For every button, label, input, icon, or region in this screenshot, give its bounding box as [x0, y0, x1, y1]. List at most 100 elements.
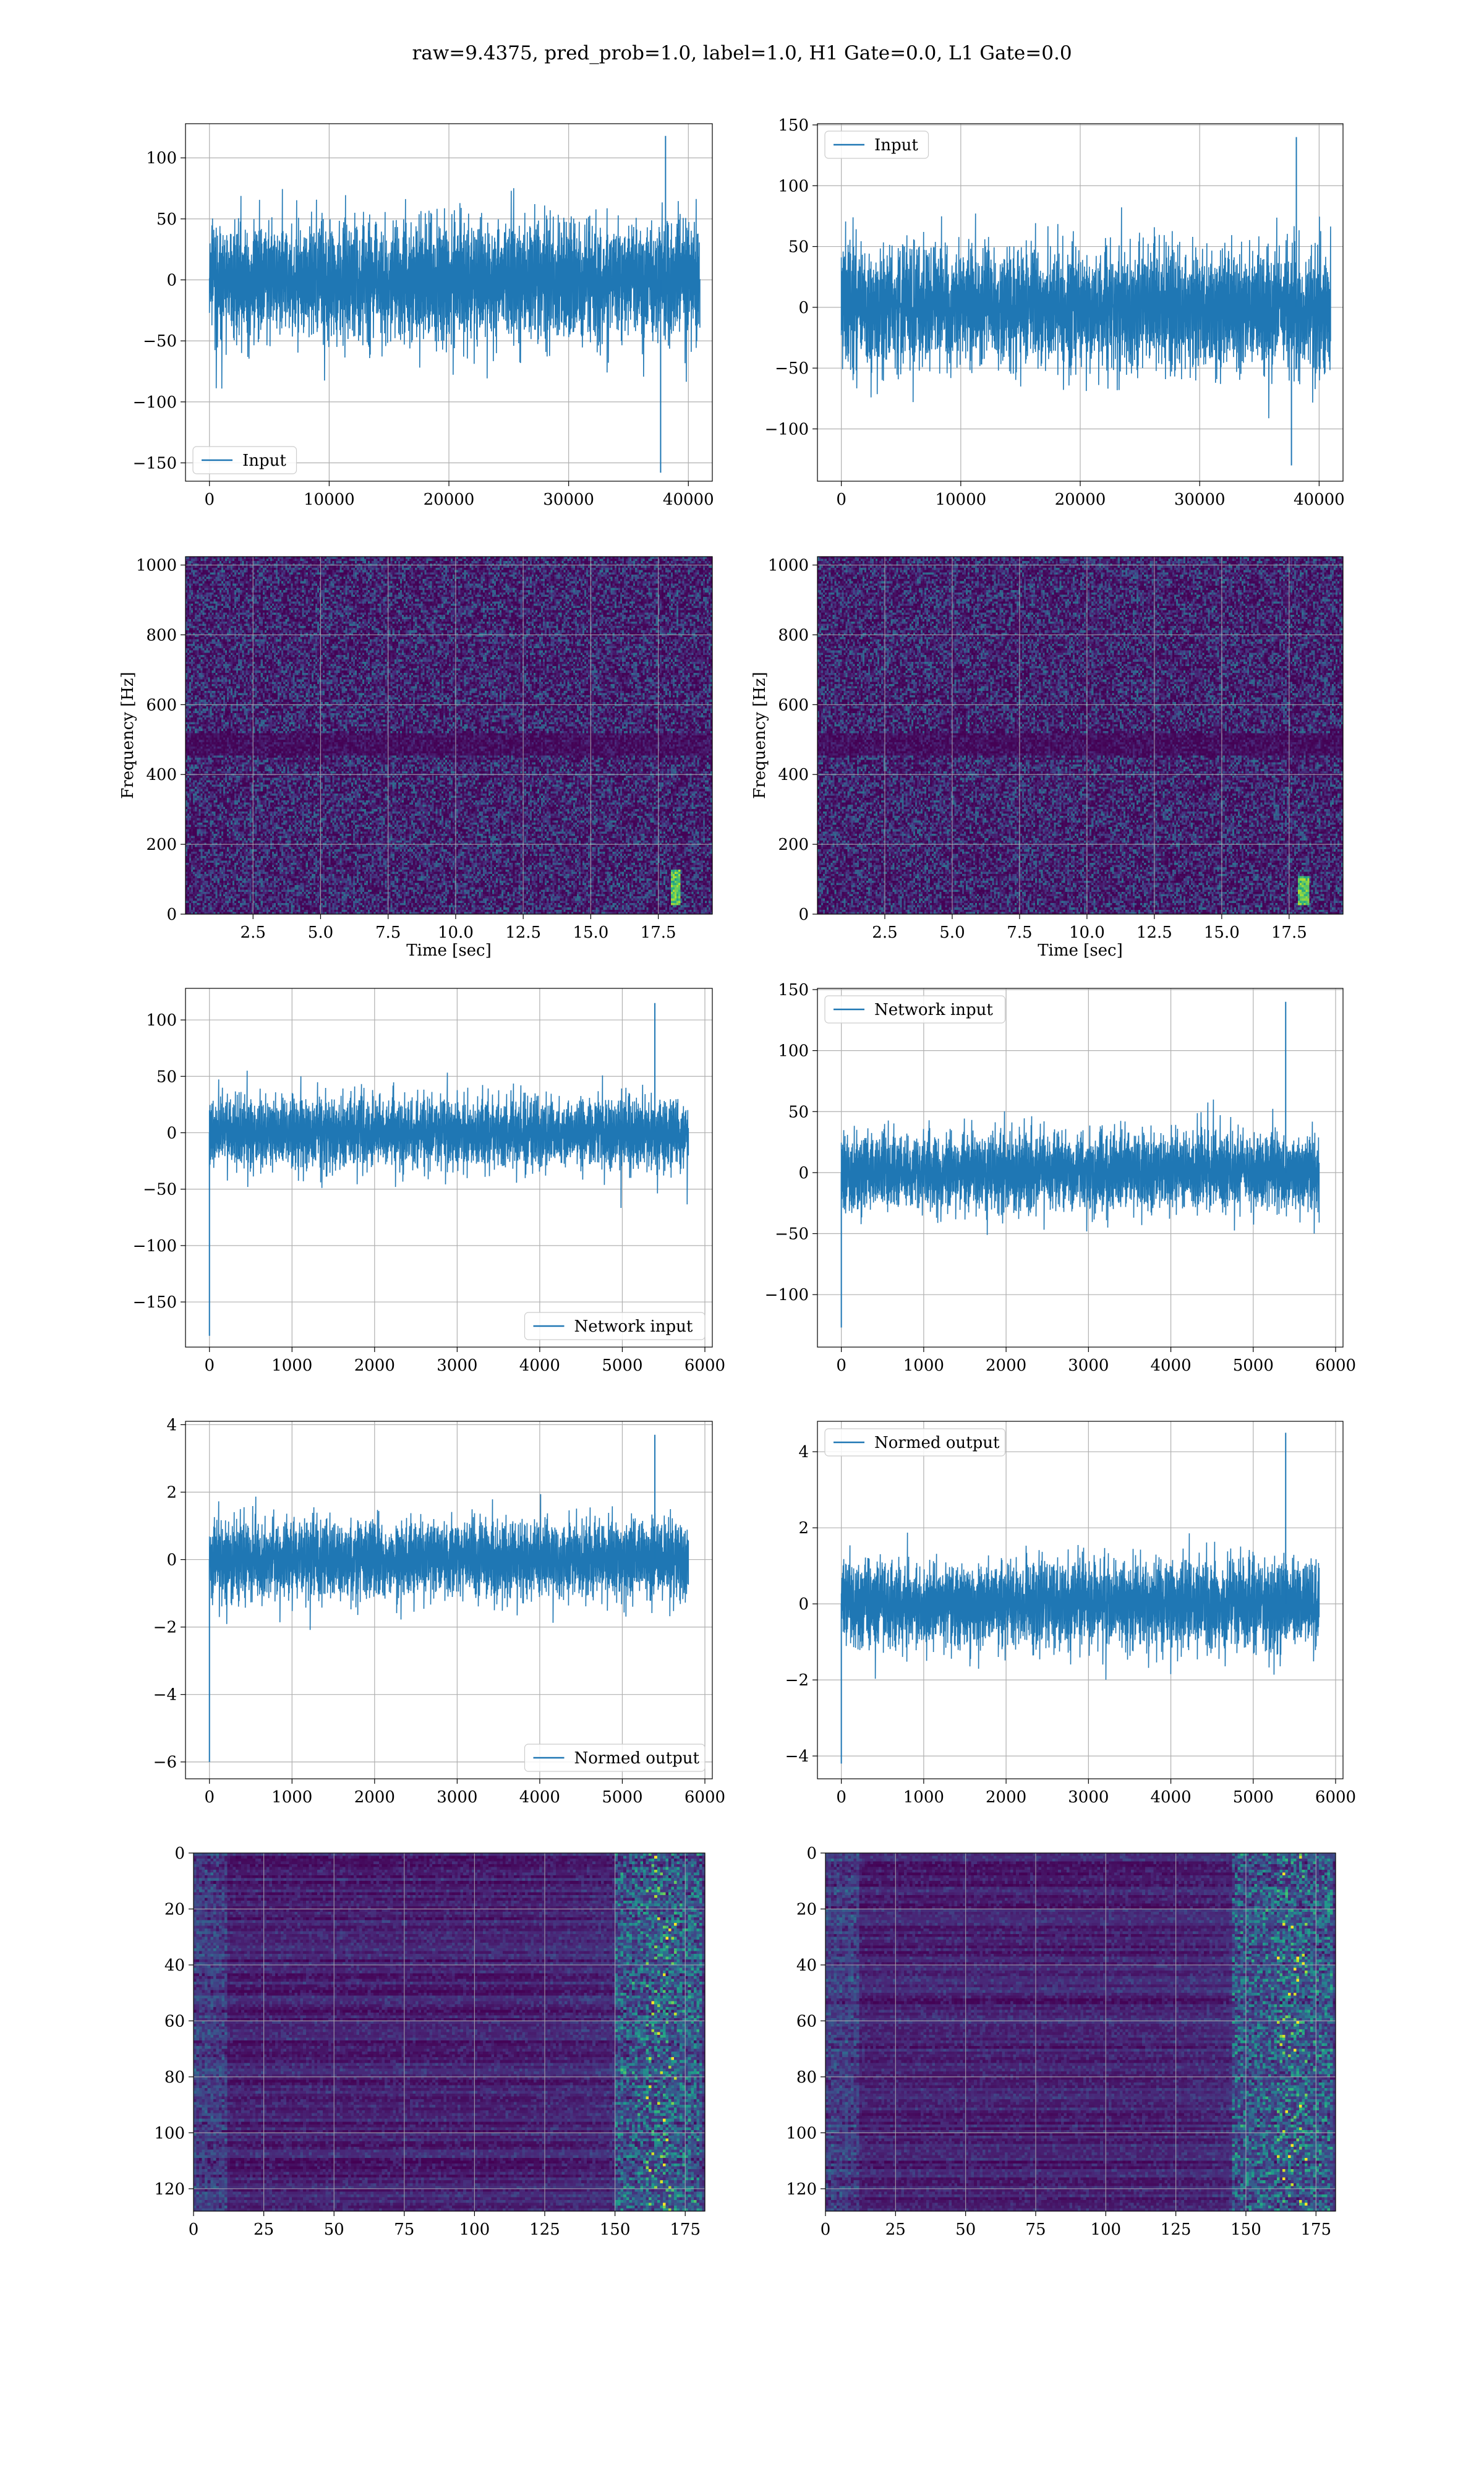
l1-normed-output-xtick-label-4: 4000 [1150, 1788, 1191, 1807]
l1-feature-map-xtick-label-5: 125 [1161, 2220, 1192, 2239]
h1-network-input-ytick-label-3: 0 [166, 1124, 177, 1142]
l1-input-ytick-label-1: −50 [775, 359, 809, 378]
l1-normed-output-ytick-label-0: −4 [785, 1747, 809, 1766]
h1-network-input-ytick-label-2: −50 [143, 1181, 177, 1199]
h1-normed-output-xtick-label-4: 4000 [519, 1788, 560, 1807]
l1-feature-map-ytick-label-3: 60 [796, 2012, 817, 2031]
h1-normed-output-plot: 0 1000 2000 3000 4000 5000 6000 −6 −4 −2 0 2 4 Normed… [153, 1416, 725, 1807]
l1-network-input-legend: Network input [824, 995, 1006, 1024]
h1-feature-map-xtick-label-1: 25 [254, 2220, 274, 2239]
l1-normed-output-ytick-label-3: 2 [798, 1519, 809, 1538]
l1-normed-output-legend-box [824, 1428, 1006, 1457]
h1-spectrogram-ytick-label-3: 600 [146, 696, 177, 714]
h1-normed-output-xtick-label-6: 6000 [684, 1788, 725, 1807]
l1-input-ytick-label-5: 150 [778, 116, 809, 135]
h1-spectrogram-xlabel: Time [sec] [406, 941, 492, 960]
h1-spectrogram-xtick-label-1: 5.0 [308, 923, 333, 942]
l1-network-input-xtick-label-1: 1000 [903, 1356, 944, 1375]
h1-feature-map-ytick-label-1: 20 [164, 1900, 185, 1919]
h1-feature-map-xtick-label-5: 125 [529, 2220, 560, 2239]
h1-feature-map-xtick-label-7: 175 [670, 2220, 701, 2239]
h1-network-input-ytick-label-0: −150 [133, 1293, 177, 1312]
l1-normed-output-series-line [840, 1532, 1320, 1680]
l1-network-input-legend-label: Network input [874, 1001, 993, 1019]
l1-normed-output-xtick-label-3: 3000 [1068, 1788, 1109, 1807]
l1-input-frame [817, 123, 1344, 482]
l1-network-input-xtick-label-5: 5000 [1233, 1356, 1274, 1375]
l1-normed-output-xtick-label-1: 1000 [903, 1788, 944, 1807]
l1-feature-map-ytick-label-6: 120 [786, 2180, 817, 2199]
l1-network-input-xtick-label-4: 4000 [1150, 1356, 1191, 1375]
h1-input-ytick-label-3: 0 [166, 272, 177, 290]
l1-feature-map-xtick-label-1: 25 [885, 2220, 906, 2239]
l1-spectrogram-ytick-label-3: 600 [778, 696, 809, 714]
h1-feature-map-xtick-label-4: 100 [459, 2220, 490, 2239]
h1-spectrogram-xtick-label-4: 12.5 [505, 923, 541, 942]
h1-spectrogram-xtick-label-3: 10.0 [438, 923, 474, 942]
l1-input-xtick-label-0: 0 [836, 490, 846, 509]
l1-network-input-ytick-label-3: 50 [788, 1103, 809, 1121]
h1-input-xtick-label-3: 30000 [543, 490, 594, 509]
l1-spectrogram-ytick-label-4: 800 [778, 626, 809, 644]
h1-feature-map-ytick-label-5: 100 [154, 2124, 185, 2142]
l1-feature-map-frame [825, 1852, 1336, 2212]
l1-network-input-frame [817, 988, 1344, 1348]
h1-feature-map-xtick-label-6: 150 [600, 2220, 631, 2239]
h1-normed-output-legend-box [524, 1744, 706, 1772]
l1-input-xtick-label-4: 40000 [1294, 490, 1345, 509]
h1-spectrogram-xtick-label-2: 7.5 [375, 923, 401, 942]
h1-normed-output-ytick-label-5: 4 [166, 1416, 177, 1434]
l1-feature-map-xtick-label-4: 100 [1090, 2220, 1121, 2239]
l1-network-input-xtick-label-0: 0 [836, 1356, 846, 1375]
h1-normed-output-xtick-label-5: 5000 [602, 1788, 642, 1807]
h1-input-ytick-label-1: −100 [133, 393, 177, 412]
h1-spectrogram-ylabel: Frequency [Hz] [119, 672, 137, 799]
l1-spectrogram-plot: 2.5 5.0 7.5 10.0 12.5 15.0 17.5 0 200 400 600 800 10… [751, 556, 1344, 960]
l1-input-ytick-label-2: 0 [798, 299, 809, 317]
l1-input-plot: 0 10000 20000 30000 40000 −100 −50 0 50 100 150 Inp… [765, 116, 1345, 509]
h1-network-input-xtick-label-5: 5000 [602, 1356, 642, 1375]
l1-spectrogram-xlabel: Time [sec] [1038, 941, 1123, 960]
h1-network-input-legend-box [524, 1312, 706, 1340]
l1-input-ytick-label-4: 100 [778, 177, 809, 195]
l1-input-series-line [840, 207, 1331, 419]
h1-input-xtick-label-1: 10000 [304, 490, 355, 509]
h1-input-legend-box [192, 446, 297, 474]
l1-spectrogram-xtick-label-2: 7.5 [1007, 923, 1032, 942]
l1-network-input-ytick-label-5: 150 [778, 981, 809, 999]
l1-spectrogram-ytick-label-5: 1000 [768, 557, 809, 575]
l1-network-input-plot: 0 1000 2000 3000 4000 5000 6000 −100 −50 0 50 100 15… [765, 981, 1357, 1375]
l1-feature-map-ytick-label-5: 100 [786, 2124, 817, 2142]
l1-spectrogram-frame [817, 556, 1344, 915]
h1-input-ytick-label-5: 100 [146, 149, 177, 168]
l1-feature-map-ytick-label-4: 80 [796, 2068, 817, 2087]
l1-input-xtick-label-1: 10000 [935, 490, 986, 509]
l1-network-input-legend-box [824, 995, 1006, 1024]
h1-spectrogram-xtick-label-6: 17.5 [641, 923, 676, 942]
l1-normed-output-xtick-label-0: 0 [836, 1788, 846, 1807]
h1-network-input-legend: Network input [524, 1312, 706, 1340]
l1-feature-map-ytick-label-1: 20 [796, 1900, 817, 1919]
h1-network-input-xtick-label-3: 3000 [437, 1356, 477, 1375]
h1-spectrogram-ytick-label-0: 0 [166, 905, 177, 924]
h1-normed-output-ytick-label-1: −4 [153, 1686, 177, 1705]
l1-network-input-xtick-label-2: 2000 [986, 1356, 1026, 1375]
l1-normed-output-xtick-label-5: 5000 [1233, 1788, 1274, 1807]
h1-feature-map-xtick-label-0: 0 [189, 2220, 199, 2239]
l1-feature-map-xtick-label-3: 75 [1025, 2220, 1046, 2239]
l1-spectrogram-xtick-label-6: 17.5 [1271, 923, 1307, 942]
h1-feature-map-xtick-label-2: 50 [324, 2220, 344, 2239]
l1-spectrogram-xtick-label-5: 15.0 [1204, 923, 1240, 942]
h1-network-input-series-line [208, 1071, 689, 1209]
h1-spectrogram-xtick-label-0: 2.5 [241, 923, 266, 942]
h1-normed-output-xtick-label-0: 0 [204, 1788, 215, 1807]
l1-network-input-series-line [840, 1099, 1320, 1235]
h1-network-input-frame [185, 988, 713, 1348]
l1-spectrogram-ytick-label-2: 400 [778, 766, 809, 784]
h1-feature-map-ytick-label-2: 40 [164, 1956, 185, 1975]
l1-spectrogram-xtick-label-3: 10.0 [1069, 923, 1105, 942]
l1-spectrogram-xtick-label-1: 5.0 [939, 923, 965, 942]
h1-input-xtick-label-2: 20000 [424, 490, 475, 509]
l1-spectrogram-ylabel: Frequency [Hz] [751, 672, 769, 799]
